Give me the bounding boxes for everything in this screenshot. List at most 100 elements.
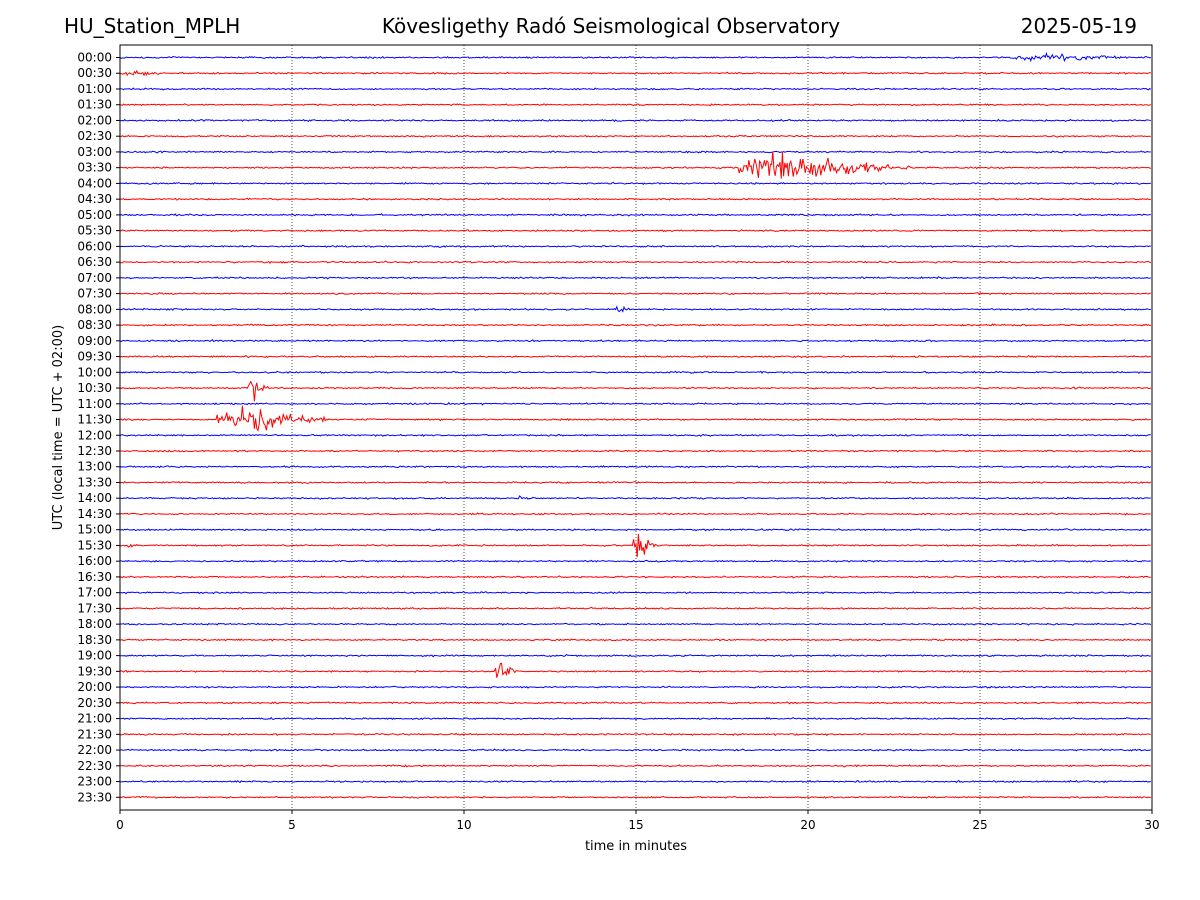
y-tick-label: 16:30 [77, 570, 112, 584]
y-tick-label: 01:30 [77, 98, 112, 112]
y-tick-label: 14:00 [77, 491, 112, 505]
trace-0100 [119, 87, 1152, 91]
x-tick-label: 5 [288, 818, 296, 832]
trace-2000 [119, 685, 1152, 689]
y-tick-label: 00:00 [77, 51, 112, 65]
y-tick-label: 18:00 [77, 617, 112, 631]
y-tick-label: 05:00 [77, 208, 112, 222]
y-tick-label: 12:00 [77, 428, 112, 442]
y-tick-label: 01:00 [77, 82, 112, 96]
trace-1500 [119, 528, 1151, 532]
trace-0700 [119, 276, 1151, 280]
trace-0230 [119, 134, 1151, 138]
y-tick-label: 22:00 [77, 743, 112, 757]
x-axis-label: time in minutes [585, 839, 687, 854]
y-tick-label: 11:00 [77, 397, 112, 411]
y-axis-label: UTC (local time = UTC + 02:00) [51, 325, 66, 530]
x-tick-label: 15 [628, 818, 643, 832]
y-tick-label: 09:30 [77, 350, 112, 364]
y-tick-label: 21:30 [77, 727, 112, 741]
trace-1030 [119, 380, 1152, 402]
y-tick-label: 06:30 [77, 255, 112, 269]
y-tick-label: 00:30 [77, 66, 112, 80]
trace-0130 [119, 103, 1152, 107]
y-tick-label: 22:30 [77, 759, 112, 773]
trace-0600 [119, 244, 1151, 248]
chart-date: 2025-05-19 [1020, 14, 1137, 38]
trace-0630 [119, 260, 1152, 264]
y-tick-label: 16:00 [77, 554, 112, 568]
y-tick-label: 19:00 [77, 649, 112, 663]
trace-0900 [119, 338, 1151, 343]
trace-0930 [119, 354, 1152, 359]
trace-1330 [119, 480, 1152, 485]
trace-2130 [119, 732, 1151, 737]
trace-1900 [119, 653, 1151, 658]
trace-0830 [119, 323, 1151, 327]
x-tick-label: 0 [116, 818, 124, 832]
trace-1700 [119, 591, 1151, 595]
trace-2230 [119, 764, 1151, 768]
y-tick-label: 02:00 [77, 113, 112, 127]
y-tick-label: 13:00 [77, 460, 112, 474]
trace-0300 [119, 150, 1151, 154]
trace-2300 [119, 779, 1152, 784]
trace-0730 [119, 291, 1151, 296]
trace-2030 [119, 701, 1151, 705]
chart-title: Kövesligethy Radó Seismological Observat… [381, 14, 841, 38]
y-tick-label: 04:00 [77, 176, 112, 190]
trace-1530 [119, 533, 1151, 558]
trace-1230 [119, 449, 1151, 453]
trace-0330 [119, 151, 1151, 179]
trace-1630 [119, 575, 1151, 579]
trace-1600 [119, 559, 1151, 563]
trace-1130 [119, 405, 1151, 432]
y-tick-label: 09:00 [77, 334, 112, 348]
trace-0530 [119, 229, 1152, 233]
y-tick-label: 03:00 [77, 145, 112, 159]
trace-0430 [119, 197, 1151, 201]
y-tick-label: 17:00 [77, 586, 112, 600]
y-tick-label: 17:30 [77, 601, 112, 615]
y-tick-label: 12:30 [77, 444, 112, 458]
y-tick-label: 08:30 [77, 318, 112, 332]
trace-0400 [119, 181, 1151, 185]
trace-1000 [120, 370, 1151, 374]
y-tick-label: 15:30 [77, 538, 112, 552]
x-tick-label: 20 [800, 818, 815, 832]
trace-2100 [119, 716, 1151, 721]
x-tick-label: 30 [1144, 818, 1159, 832]
x-tick-label: 10 [456, 818, 471, 832]
y-tick-label: 19:30 [77, 664, 112, 678]
trace-1100 [119, 401, 1151, 406]
trace-2200 [119, 748, 1152, 752]
y-tick-label: 14:30 [77, 507, 112, 521]
y-tick-label: 06:00 [77, 239, 112, 253]
trace-0800 [119, 305, 1151, 313]
trace-1730 [119, 606, 1151, 611]
trace-1800 [119, 622, 1152, 626]
y-tick-label: 23:30 [77, 790, 112, 804]
y-tick-label: 15:00 [77, 523, 112, 537]
trace-0030 [119, 69, 1151, 77]
y-tick-label: 03:30 [77, 161, 112, 175]
trace-0500 [119, 213, 1151, 217]
y-tick-label: 04:30 [77, 192, 112, 206]
y-tick-label: 21:00 [77, 712, 112, 726]
y-tick-label: 02:30 [77, 129, 112, 143]
trace-0200 [119, 118, 1151, 123]
y-tick-label: 18:30 [77, 633, 112, 647]
trace-1930 [119, 662, 1152, 678]
trace-2330 [119, 795, 1151, 799]
y-tick-label: 10:30 [77, 381, 112, 395]
y-tick-label: 05:30 [77, 224, 112, 238]
y-tick-label: 11:30 [77, 413, 112, 427]
trace-1400 [119, 495, 1151, 500]
y-tick-label: 07:00 [77, 271, 112, 285]
trace-1200 [119, 433, 1151, 437]
trace-1300 [119, 465, 1152, 469]
y-tick-label: 20:30 [77, 696, 112, 710]
station-name: HU_Station_MPLH [64, 14, 241, 38]
trace-1830 [119, 638, 1152, 642]
